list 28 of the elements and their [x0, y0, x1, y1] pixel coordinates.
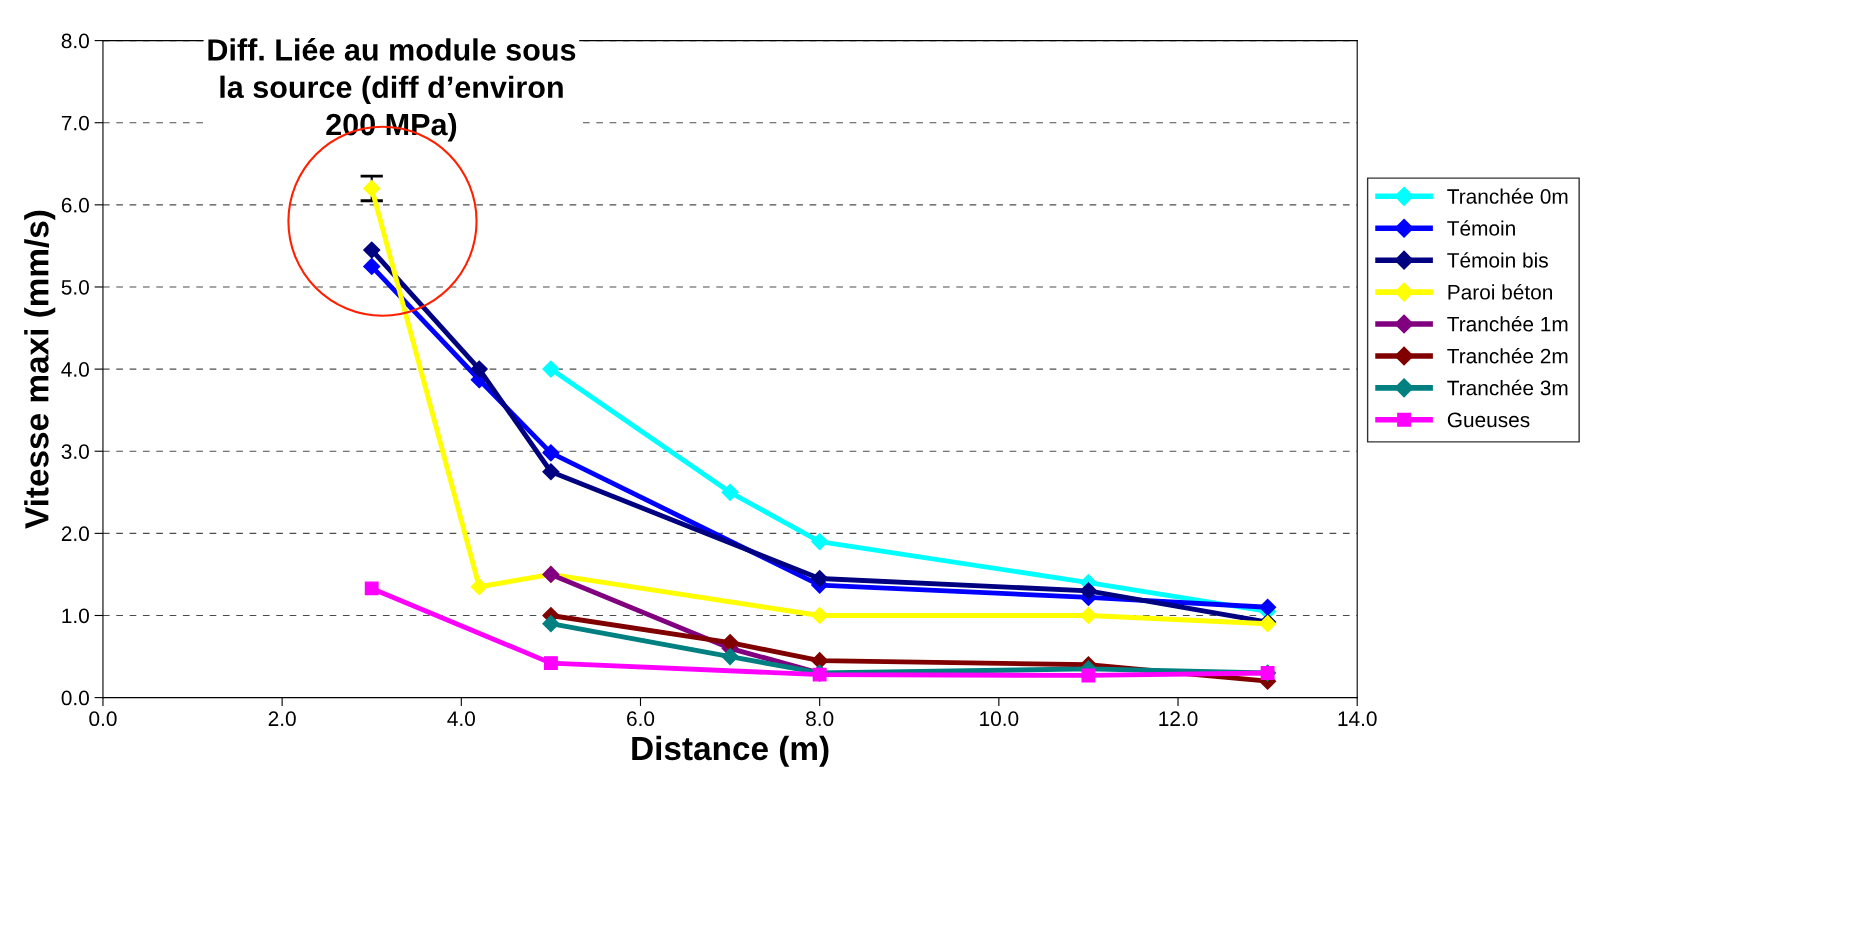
legend-label: Tranchée 2m	[1447, 347, 1568, 364]
y-tick-label: 8.0	[61, 33, 89, 49]
x-tick-label: 12.0	[1159, 711, 1198, 727]
legend-label: Tranchée 1m	[1447, 315, 1568, 332]
x-tick-label: 4.0	[447, 711, 475, 727]
legend-label: Tranchée 3m	[1447, 379, 1568, 396]
legend-label: Gueuses	[1447, 412, 1530, 428]
y-tick-label: 0.0	[61, 690, 89, 706]
x-tick-label: 10.0	[980, 711, 1019, 727]
y-tick-label: 4.0	[61, 362, 89, 377]
x-tick-label: 0.0	[89, 711, 117, 727]
y-tick-label: 1.0	[62, 608, 89, 624]
y-tick-label: 6.0	[61, 197, 89, 213]
x-tick-label: 6.0	[627, 711, 655, 727]
x-axis-title: Distance (m)	[632, 735, 829, 767]
legend-label: Témoin bis	[1447, 252, 1548, 268]
x-tick-label: 8.0	[806, 711, 834, 727]
x-tick-label: 14.0	[1338, 711, 1377, 727]
legend-label: Tranchée 0m	[1447, 188, 1568, 204]
y-tick-label: 3.0	[61, 444, 89, 459]
y-tick-label: 2.0	[61, 526, 89, 542]
y-tick-label: 5.0	[61, 279, 89, 295]
x-tick-label: 2.0	[268, 711, 296, 727]
y-tick-label: 7.0	[61, 115, 89, 131]
legend-label: Témoin	[1447, 220, 1515, 236]
legend-label: Paroi béton	[1448, 284, 1552, 300]
y-axis-title: Vitesse maxi (mm/s)	[24, 210, 56, 529]
annotation: Diff. Liée au module sous la source (diff d’environ 200 MPa)	[208, 38, 576, 142]
